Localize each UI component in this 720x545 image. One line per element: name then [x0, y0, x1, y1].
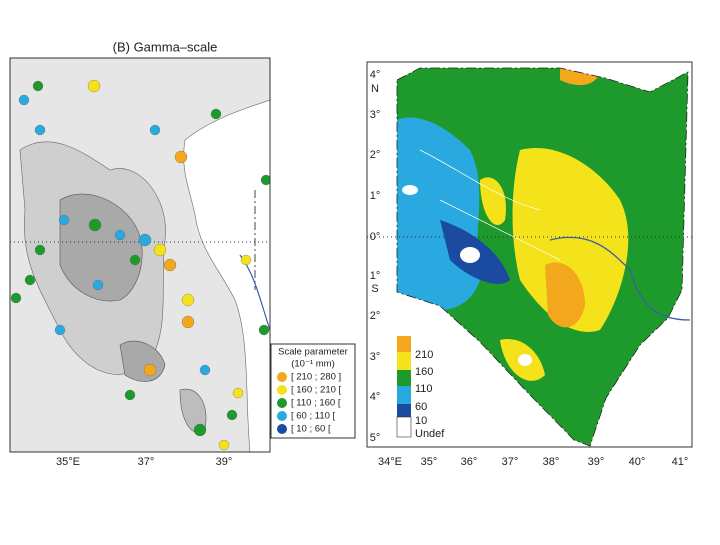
- x-label: 39°: [588, 456, 605, 468]
- country-border: [396, 67, 689, 447]
- colorbar-label: 110: [415, 383, 433, 395]
- legend-swatch: [277, 424, 287, 434]
- x-label: 37°: [502, 456, 519, 468]
- legend-title: Scale parameter: [278, 347, 348, 358]
- y-label: 1°: [370, 270, 381, 282]
- y-label: N: [371, 83, 379, 95]
- colorbar-swatch: [397, 336, 411, 352]
- colorbar-label: 10: [415, 415, 427, 427]
- legend-swatch: [277, 411, 287, 421]
- y-label: 2°: [370, 149, 381, 161]
- colorbar-label: 160: [415, 366, 433, 378]
- legend-label: [ 10 ; 60 [: [291, 424, 331, 435]
- legend-label: [ 210 ; 280 ]: [291, 372, 341, 383]
- x-label: 37°: [138, 456, 155, 468]
- y-label: 3°: [370, 351, 381, 363]
- legend-unit: (10⁻¹ mm): [291, 359, 335, 370]
- legend-swatch: [277, 398, 287, 408]
- x-label: 40°: [629, 456, 646, 468]
- colorbar-swatch: [397, 352, 411, 370]
- y-label: 2°: [370, 310, 381, 322]
- x-label: 41°: [672, 456, 689, 468]
- colorbar-label: Undef: [415, 428, 445, 440]
- y-label: 0°: [370, 231, 381, 243]
- y-label: 1°: [370, 190, 381, 202]
- y-label: S: [371, 283, 378, 295]
- right-y-labels: 4°N3°2°1°0°1°S2°3°4°5°: [370, 69, 381, 444]
- left-map: [10, 58, 270, 452]
- legend-label: [ 60 ; 110 [: [291, 411, 336, 422]
- legend-swatch: [277, 385, 287, 395]
- x-label: 38°: [543, 456, 560, 468]
- y-label: 3°: [370, 109, 381, 121]
- x-label: 35°E: [56, 456, 80, 468]
- y-label: 4°: [370, 69, 381, 81]
- y-label: 4°: [370, 391, 381, 403]
- y-label: 5°: [370, 432, 381, 444]
- colorbar-swatch: [397, 404, 411, 417]
- x-label: 39°: [216, 456, 233, 468]
- legend-swatch: [277, 372, 287, 382]
- left-x-labels: 35°E 37° 39°: [56, 456, 232, 468]
- right-x-labels: 34°E 35° 36° 37° 38° 39° 40° 41°: [378, 456, 688, 468]
- x-label: 35°: [421, 456, 438, 468]
- left-frame: [9, 57, 271, 453]
- colorbar-label: 210: [415, 349, 433, 361]
- station-dots: [10, 79, 270, 451]
- legend-label: [ 110 ; 160 [: [291, 398, 341, 409]
- river: [549, 236, 691, 321]
- colorbar-swatch: [397, 370, 411, 386]
- colorbar-swatch: [396, 416, 412, 438]
- legend-label: [ 160 ; 210 [: [291, 385, 342, 396]
- colorbar-swatch: [397, 386, 411, 404]
- x-label: 34°E: [378, 456, 402, 468]
- x-label: 36°: [461, 456, 478, 468]
- colorbar-label: 60: [415, 401, 427, 413]
- left-legend: Scale parameter (10⁻¹ mm) [ 210 ; 280 ] […: [270, 343, 356, 439]
- left-title: (B) Gamma–scale: [113, 39, 218, 54]
